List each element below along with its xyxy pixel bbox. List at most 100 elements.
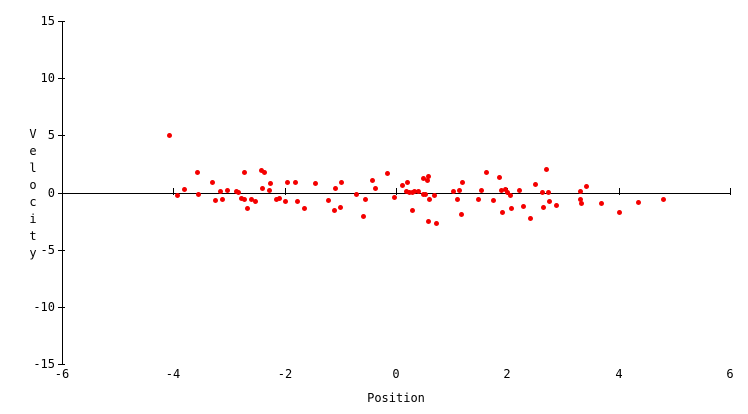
y-tick-label: 10	[40, 71, 55, 85]
data-point	[196, 192, 201, 197]
data-point	[236, 190, 241, 195]
data-point	[459, 212, 464, 217]
x-tick-label: 6	[726, 367, 734, 381]
y-tick-mark	[58, 250, 65, 251]
y-tick-mark	[58, 21, 65, 22]
data-point	[544, 167, 549, 172]
data-point	[476, 197, 481, 202]
data-point	[302, 206, 307, 211]
data-point	[253, 199, 258, 204]
data-point	[225, 188, 230, 193]
data-point	[333, 186, 338, 191]
data-point	[412, 189, 417, 194]
data-point	[213, 198, 218, 203]
data-point	[434, 221, 439, 226]
x-tick-label: 2	[503, 367, 511, 381]
data-point	[392, 195, 397, 200]
y-tick-mark	[58, 78, 65, 79]
x-tick-mark	[730, 188, 731, 195]
x-tick-label: 4	[615, 367, 623, 381]
data-point	[407, 190, 412, 195]
data-point	[182, 187, 187, 192]
data-point	[260, 186, 265, 191]
data-point	[249, 197, 254, 202]
data-point	[578, 189, 583, 194]
data-point	[405, 180, 410, 185]
data-point	[295, 199, 300, 204]
data-point	[416, 189, 421, 194]
data-point	[363, 197, 368, 202]
data-point	[427, 197, 432, 202]
x-axis-title: Position	[367, 391, 425, 405]
data-point	[579, 201, 584, 206]
data-point	[410, 208, 415, 213]
y-tick-label: 0	[47, 186, 55, 200]
data-point	[239, 196, 244, 201]
data-point	[245, 206, 250, 211]
data-point	[517, 188, 522, 193]
data-point	[636, 200, 641, 205]
data-point	[521, 204, 526, 209]
data-point	[404, 189, 409, 194]
data-point	[167, 133, 172, 138]
y-tick-mark	[58, 135, 65, 136]
data-point	[400, 183, 405, 188]
y-tick-mark	[58, 364, 65, 365]
data-point	[339, 180, 344, 185]
data-point	[503, 187, 508, 192]
y-tick-mark	[58, 193, 65, 194]
data-point	[460, 180, 465, 185]
data-point	[500, 210, 505, 215]
x-tick-mark	[285, 188, 286, 195]
data-point	[497, 175, 502, 180]
data-point	[455, 197, 460, 202]
data-point	[332, 208, 337, 213]
data-point	[426, 174, 431, 179]
data-point	[277, 196, 282, 201]
data-point	[285, 180, 290, 185]
data-point	[267, 188, 272, 193]
data-point	[175, 193, 180, 198]
data-point	[423, 192, 428, 197]
x-tick-mark	[619, 188, 620, 195]
data-point	[584, 184, 589, 189]
data-point	[541, 205, 546, 210]
y-tick-label: 5	[47, 128, 55, 142]
data-point	[361, 214, 366, 219]
data-point	[195, 170, 200, 175]
data-point	[661, 197, 666, 202]
data-point	[242, 170, 247, 175]
data-point	[508, 193, 513, 198]
data-point	[326, 198, 331, 203]
data-point	[220, 197, 225, 202]
data-point	[617, 210, 622, 215]
data-point	[451, 189, 456, 194]
data-point	[533, 182, 538, 187]
y-tick-label: -10	[33, 300, 55, 314]
x-tick-label: 0	[392, 367, 400, 381]
data-point	[210, 180, 215, 185]
data-point	[268, 181, 273, 186]
data-point	[218, 189, 223, 194]
data-point	[484, 170, 489, 175]
data-point	[578, 197, 583, 202]
data-point	[274, 197, 279, 202]
data-point	[293, 180, 298, 185]
data-point	[385, 171, 390, 176]
data-point	[426, 219, 431, 224]
x-tick-label: -6	[54, 367, 70, 381]
x-tick-mark	[173, 188, 174, 195]
data-point	[432, 193, 437, 198]
data-point	[242, 197, 247, 202]
data-point	[509, 206, 514, 211]
data-point	[540, 190, 545, 195]
data-point	[554, 203, 559, 208]
data-point	[259, 168, 264, 173]
data-point	[505, 190, 510, 195]
data-point	[283, 199, 288, 204]
data-point	[528, 216, 533, 221]
data-point	[373, 186, 378, 191]
data-point	[547, 199, 552, 204]
x-tick-label: -2	[277, 367, 293, 381]
